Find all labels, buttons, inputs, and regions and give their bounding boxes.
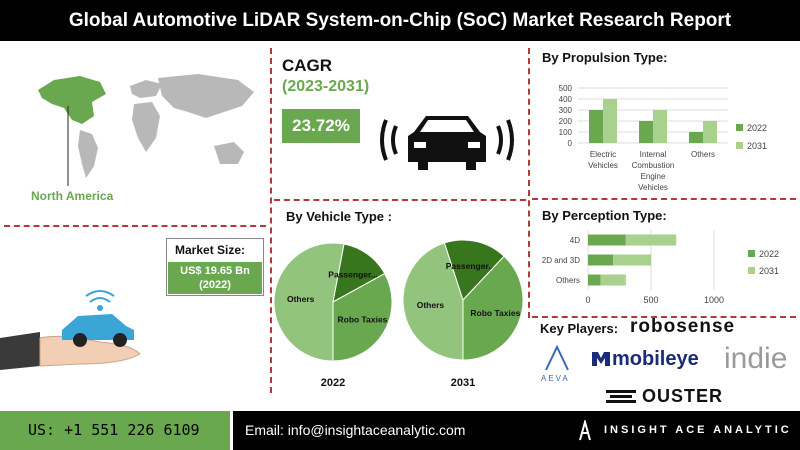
market-size-year: (2022) bbox=[199, 279, 231, 291]
cagr-period: (2023-2031) bbox=[282, 78, 370, 95]
perception-legend-swatch bbox=[748, 250, 755, 257]
vehicle-pie-charts: Others Passenger... Robo Taxies 2022 Others P… bbox=[273, 239, 524, 389]
perception-bar bbox=[613, 254, 651, 266]
key-players-label: Key Players: bbox=[540, 321, 619, 336]
propulsion-legend-label: 2022 bbox=[747, 123, 767, 133]
perception-bar bbox=[625, 234, 677, 246]
brand-name: INSIGHT ACE ANALYTIC bbox=[604, 424, 792, 436]
divider-left bbox=[270, 48, 272, 393]
propulsion-bar bbox=[653, 110, 667, 143]
propulsion-x-tick: Engine bbox=[641, 172, 666, 181]
market-size-frame bbox=[166, 238, 264, 296]
vehicle-pie-label: Robo Taxies bbox=[337, 314, 387, 324]
perception-bar bbox=[600, 274, 626, 286]
divider-charts bbox=[532, 198, 796, 200]
propulsion-y-tick: 400 bbox=[559, 95, 573, 104]
vehicle-pie-label: Robo Taxies bbox=[470, 308, 520, 318]
perception-x-tick: 0 bbox=[585, 295, 590, 305]
propulsion-legend-label: 2031 bbox=[747, 141, 767, 151]
market-size-value: US$ 19.65 Bn bbox=[180, 265, 250, 277]
perception-legend-swatch bbox=[748, 267, 755, 274]
propulsion-y-tick: 100 bbox=[559, 128, 573, 137]
vehicle-pie-slice bbox=[443, 239, 505, 301]
vehicle-pie-slice bbox=[462, 255, 524, 361]
propulsion-bar bbox=[703, 121, 717, 143]
brand-footer: INSIGHT ACE ANALYTIC bbox=[566, 411, 800, 450]
perception-y-tick: 4D bbox=[570, 236, 580, 245]
propulsion-x-tick: Internal bbox=[640, 150, 667, 159]
propulsion-x-tick: Combustion bbox=[632, 161, 675, 170]
vehicle-pie-label: Others bbox=[417, 300, 445, 310]
player-indie-logo: indie bbox=[724, 342, 788, 375]
perception-bar bbox=[588, 274, 601, 286]
perception-legend-label: 2031 bbox=[759, 266, 779, 276]
divider-right bbox=[528, 48, 530, 318]
vehicle-pie-label: Passenger... bbox=[328, 269, 378, 279]
perception-x-tick: 1000 bbox=[704, 295, 724, 305]
propulsion-chart: 0 100 200 300 400 500 Electric Vehicles Internal… bbox=[559, 84, 767, 192]
divider-players bbox=[532, 316, 796, 318]
propulsion-chart-title: By Propulsion Type: bbox=[542, 50, 668, 65]
propulsion-y-tick: 0 bbox=[568, 139, 573, 148]
market-size-box: US$ 19.65 Bn (2022) bbox=[168, 262, 262, 294]
vehicle-chart-title: By Vehicle Type : bbox=[286, 209, 392, 224]
vehicle-pie-slice bbox=[332, 272, 393, 362]
propulsion-bar bbox=[689, 132, 703, 143]
perception-chart-title: By Perception Type: bbox=[542, 208, 667, 223]
hand-car-icon bbox=[0, 290, 141, 370]
propulsion-x-tick: Others bbox=[691, 150, 715, 159]
perception-chart: 0 500 1000 4D 2D and 3D Others 2022 2031 bbox=[542, 230, 779, 305]
vehicle-pie-slice bbox=[273, 242, 345, 362]
divider-center bbox=[274, 199, 526, 201]
vehicle-pie-year: 2022 bbox=[321, 377, 345, 389]
car-radar-icon bbox=[380, 116, 514, 170]
perception-bar bbox=[588, 234, 626, 246]
propulsion-bar bbox=[603, 99, 617, 143]
propulsion-x-tick: Vehicles bbox=[638, 183, 668, 192]
perception-x-tick: 500 bbox=[643, 295, 658, 305]
cagr-label: CAGR bbox=[282, 56, 333, 75]
perception-y-tick: 2D and 3D bbox=[542, 256, 580, 265]
vehicle-pie-label: Others bbox=[287, 294, 315, 304]
world-map-icon bbox=[38, 74, 254, 186]
propulsion-y-tick: 200 bbox=[559, 117, 573, 126]
perception-bar bbox=[588, 254, 614, 266]
perception-y-tick: Others bbox=[556, 276, 580, 285]
ouster-logo-icon bbox=[606, 390, 636, 403]
vehicle-pie-year: 2031 bbox=[451, 377, 475, 389]
vehicle-pie-slice bbox=[402, 242, 464, 361]
vehicle-pie-label: Passenger... bbox=[446, 261, 496, 271]
divider-region bbox=[4, 225, 266, 227]
propulsion-legend-swatch bbox=[736, 142, 743, 149]
vehicle-pie-slice bbox=[332, 243, 386, 303]
propulsion-bar bbox=[639, 121, 653, 143]
cagr-value: 23.72% bbox=[282, 109, 360, 143]
player-robosense-logo: robosense bbox=[630, 316, 736, 337]
region-label: North America bbox=[31, 189, 114, 203]
aeva-logo-icon bbox=[545, 344, 569, 371]
page-title: Global Automotive LiDAR System-on-Chip (… bbox=[0, 0, 800, 41]
mobileye-logo-icon bbox=[592, 352, 610, 366]
propulsion-y-tick: 500 bbox=[559, 84, 573, 93]
contact-email[interactable]: Email: info@insightaceanalytic.com bbox=[233, 411, 566, 450]
propulsion-x-tick: Electric bbox=[590, 150, 616, 159]
propulsion-x-tick: Vehicles bbox=[588, 161, 618, 170]
propulsion-bar bbox=[589, 110, 603, 143]
player-aeva-logo: AEVA bbox=[541, 374, 570, 383]
propulsion-y-tick: 300 bbox=[559, 106, 573, 115]
insightace-logo-icon bbox=[579, 420, 591, 441]
player-mobileye-logo: mobileye bbox=[612, 348, 699, 370]
player-ouster-logo: OUSTER bbox=[642, 386, 724, 406]
contact-phone: US: +1 551 226 6109 bbox=[0, 411, 230, 450]
market-size-label: Market Size: bbox=[175, 243, 246, 257]
propulsion-legend-swatch bbox=[736, 124, 743, 131]
perception-legend-label: 2022 bbox=[759, 249, 779, 259]
